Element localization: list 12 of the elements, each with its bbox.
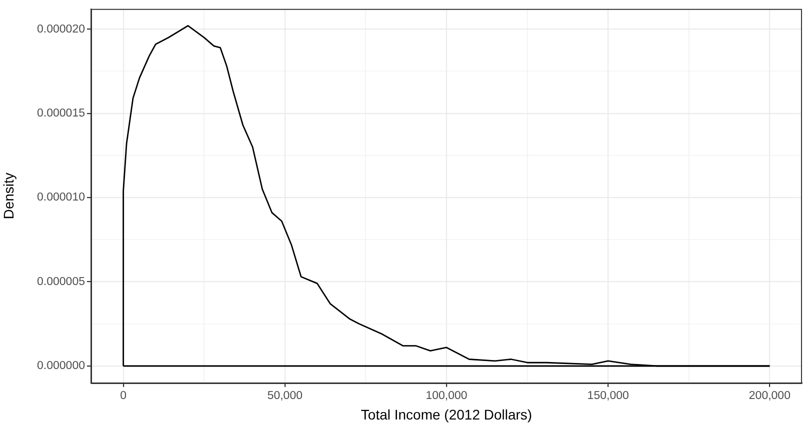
x-tick-label: 100,000 [426, 390, 468, 402]
y-tick-label: 0.000000 [37, 360, 85, 372]
y-tick-label: 0.000020 [37, 23, 85, 36]
y-tick-label: 0.000010 [37, 192, 85, 204]
x-tick-label: 150,000 [587, 390, 629, 402]
y-tick-label: 0.000015 [37, 108, 85, 120]
x-tick-label: 200,000 [748, 390, 790, 402]
y-tick-label: 0.000005 [37, 276, 85, 288]
x-tick-label: 50,000 [267, 390, 303, 402]
x-axis-title: Total Income (2012 Dollars) [360, 406, 532, 422]
x-tick-label: 0 [120, 390, 127, 402]
y-axis-title: Density [0, 172, 16, 220]
